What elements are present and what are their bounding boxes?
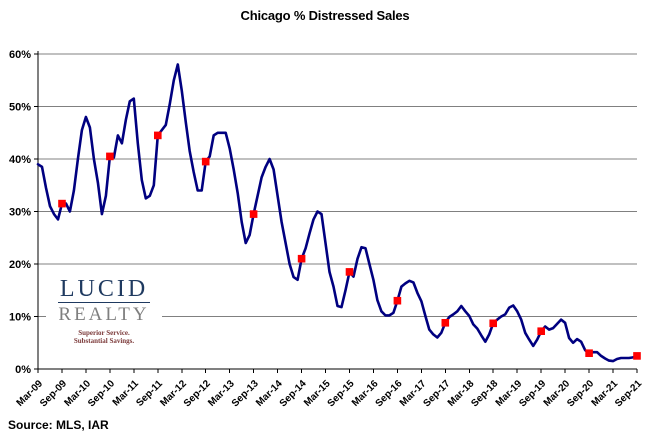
september-marker bbox=[297, 254, 306, 263]
x-axis-labels: Mar-09Sep-09Mar-10Sep-10Mar-11Sep-11Mar-… bbox=[15, 378, 645, 409]
september-marker bbox=[441, 319, 450, 327]
september-marker bbox=[58, 199, 66, 208]
svg-text:Sep-21: Sep-21 bbox=[613, 378, 644, 409]
svg-text:30%: 30% bbox=[9, 207, 31, 219]
axes bbox=[34, 51, 638, 373]
september-marker bbox=[154, 131, 162, 140]
september-marker bbox=[345, 268, 354, 276]
svg-text:20%: 20% bbox=[9, 259, 31, 271]
svg-text:40%: 40% bbox=[9, 154, 31, 166]
september-marker bbox=[633, 352, 641, 360]
september-marker bbox=[489, 319, 497, 328]
gridlines bbox=[38, 53, 637, 317]
svg-text:Sep-10: Sep-10 bbox=[86, 378, 117, 409]
svg-text:0%: 0% bbox=[15, 364, 31, 376]
september-marker bbox=[393, 296, 402, 305]
svg-text:60%: 60% bbox=[9, 49, 31, 61]
september-marker bbox=[201, 157, 210, 166]
september-marker bbox=[249, 210, 258, 218]
september-marker bbox=[537, 327, 545, 335]
svg-text:10%: 10% bbox=[9, 312, 31, 324]
logo-subname: REALTY bbox=[58, 304, 150, 325]
chart-title: Chicago % Distressed Sales bbox=[240, 8, 410, 23]
logo-tagline-line1: Superior Service. bbox=[78, 329, 130, 337]
september-markers bbox=[58, 131, 641, 360]
september-marker bbox=[585, 349, 593, 357]
svg-text:50%: 50% bbox=[9, 102, 31, 114]
logo-name: LUCID bbox=[57, 276, 151, 303]
series-line bbox=[36, 63, 639, 363]
source-note: Source: MLS, IAR bbox=[8, 418, 109, 432]
september-marker bbox=[106, 152, 114, 161]
logo-tagline: Superior Service. Substantial Savings. bbox=[74, 329, 134, 345]
lucid-realty-logo: LUCID REALTY Superior Service. Substanti… bbox=[46, 277, 162, 355]
logo-tagline-line2: Substantial Savings. bbox=[73, 337, 135, 345]
y-axis-labels: 0% 10% 20% 30% 40% 50% 60% bbox=[9, 49, 31, 376]
